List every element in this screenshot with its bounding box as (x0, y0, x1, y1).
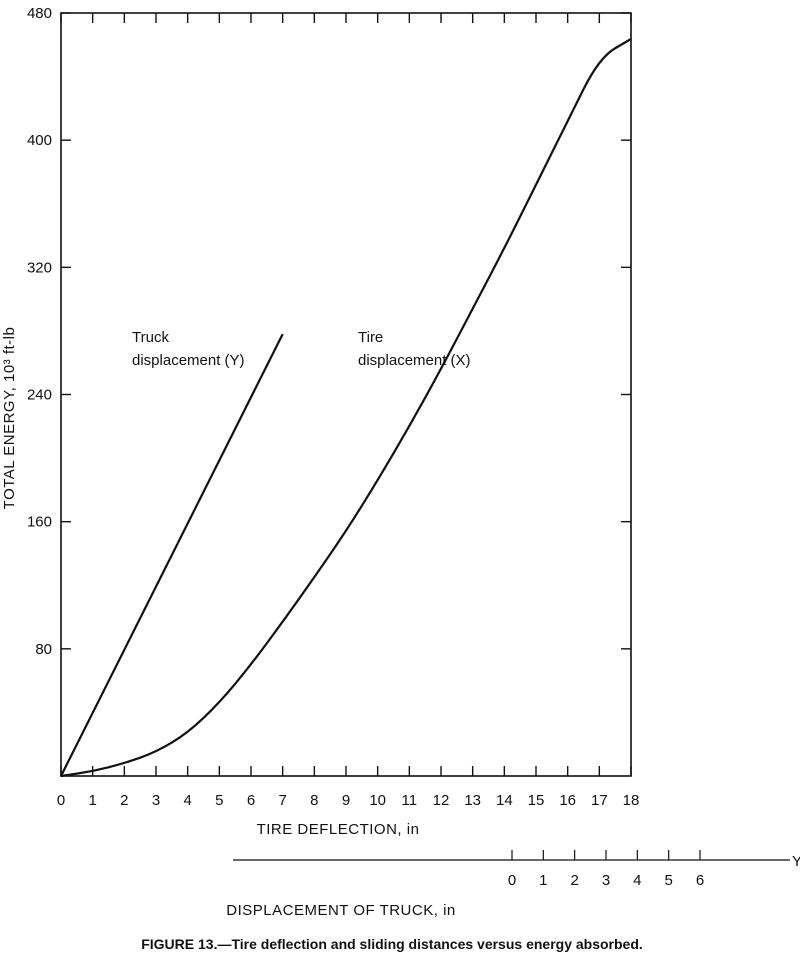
secondary-tick-label: 1 (539, 872, 547, 889)
x-tick-label: 0 (57, 792, 65, 809)
series-lines (60, 38, 632, 778)
x-tick-label: 3 (152, 792, 160, 809)
x-tick-label: 4 (183, 792, 191, 809)
x-tick-label: 14 (496, 792, 513, 809)
y-tick-labels: 80 160 240 320 400 480 (27, 5, 52, 658)
plot-frame (60, 12, 632, 777)
y-tick-label: 480 (27, 5, 52, 22)
y-tick-label: 400 (27, 132, 52, 149)
secondary-x-axis: 0 1 2 3 4 5 6 (233, 850, 790, 889)
tick-marks (60, 12, 632, 776)
x-tick-label: 5 (215, 792, 223, 809)
secondary-axis-title: DISPLACEMENT OF TRUCK, in (226, 902, 456, 919)
x-tick-labels: 0 1 2 3 4 5 6 7 8 9 10 11 12 13 14 15 16 17 18 (57, 792, 640, 809)
x-tick-label: 16 (559, 792, 576, 809)
secondary-tick-label: 0 (508, 872, 516, 889)
series-line-truck-displacement (60, 333, 284, 777)
y-axis-title: TOTAL ENERGY, 10³ ft-lb (1, 327, 18, 510)
secondary-tick-label: 3 (602, 872, 610, 889)
secondary-tick-label: 2 (570, 872, 578, 889)
x-tick-label: 9 (342, 792, 350, 809)
annotation-truck-displacement: displacement (Y) (132, 352, 245, 369)
annotation-tire-displacement: displacement (X) (358, 352, 471, 369)
x-tick-label: 11 (402, 792, 418, 809)
x-tick-label: 2 (120, 792, 128, 809)
y-tick-label: 240 (27, 387, 52, 404)
series-line-tire-displacement (60, 38, 632, 778)
x-tick-label: 6 (247, 792, 255, 809)
y-tick-label: 320 (27, 259, 52, 276)
y-tick-label: 80 (35, 641, 52, 658)
secondary-tick-label: 5 (664, 872, 672, 889)
x-tick-label: 8 (310, 792, 318, 809)
x-tick-label: 10 (369, 792, 386, 809)
secondary-tick-label: 4 (633, 872, 641, 889)
x-tick-label: 1 (88, 792, 96, 809)
x-tick-label: 13 (464, 792, 481, 809)
x-tick-label: 15 (528, 792, 545, 809)
secondary-axis-end-label: Y (792, 853, 800, 870)
secondary-tick-label: 6 (696, 872, 704, 889)
series-annotations: Truck displacement (Y) Tire displacement (X… (132, 329, 471, 369)
x-tick-label: 17 (591, 792, 608, 809)
annotation-tire-displacement: Tire (358, 329, 383, 346)
figure-caption: FIGURE 13.—Tire deflection and sliding d… (141, 936, 643, 952)
annotation-truck-displacement: Truck (132, 329, 169, 346)
x-tick-label: 18 (623, 792, 640, 809)
x-tick-label: 12 (433, 792, 450, 809)
y-tick-label: 160 (27, 514, 52, 531)
x-axis-title: TIRE DEFLECTION, in (257, 821, 420, 838)
x-tick-label: 7 (278, 792, 286, 809)
